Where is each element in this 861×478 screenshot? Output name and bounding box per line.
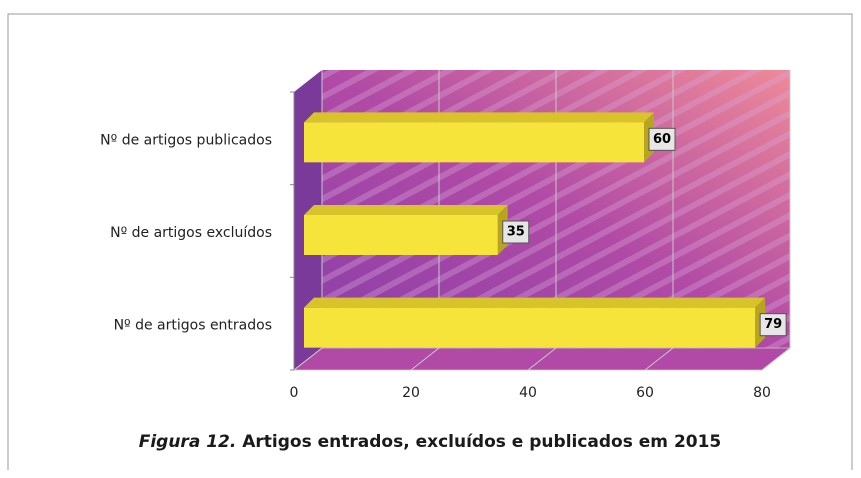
y-tick-label: Nº de artigos excluídos <box>110 225 272 241</box>
bar <box>304 122 644 162</box>
figure-label: Figura 12. <box>139 432 237 452</box>
x-tick-label: 0 <box>290 385 299 401</box>
value-label: 35 <box>507 225 525 240</box>
bar-top <box>304 112 654 122</box>
x-tick-label: 20 <box>402 385 420 401</box>
plot-area: 0 20 40 60 80 Nº de artigos entrados 79 Nº de a… <box>100 70 790 401</box>
value-label: 79 <box>764 317 782 332</box>
y-tick-label: Nº de artigos entrados <box>114 318 272 334</box>
bar <box>304 308 755 348</box>
value-label: 60 <box>653 132 671 147</box>
chart: 0 20 40 60 80 Nº de artigos entrados 79 Nº de a… <box>0 0 861 478</box>
x-tick-label: 60 <box>636 385 654 401</box>
bar-top <box>304 298 765 308</box>
chart-title: Artigos entrados, excluídos e publicados… <box>242 432 721 452</box>
x-tick-label: 80 <box>753 385 771 401</box>
y-tick-label: Nº de artigos publicados <box>100 132 272 148</box>
caption: Figura 12. Artigos entrados, excluídos e… <box>139 432 722 452</box>
bar <box>304 215 498 255</box>
x-tick-label: 40 <box>519 385 537 401</box>
bar-top <box>304 205 508 215</box>
